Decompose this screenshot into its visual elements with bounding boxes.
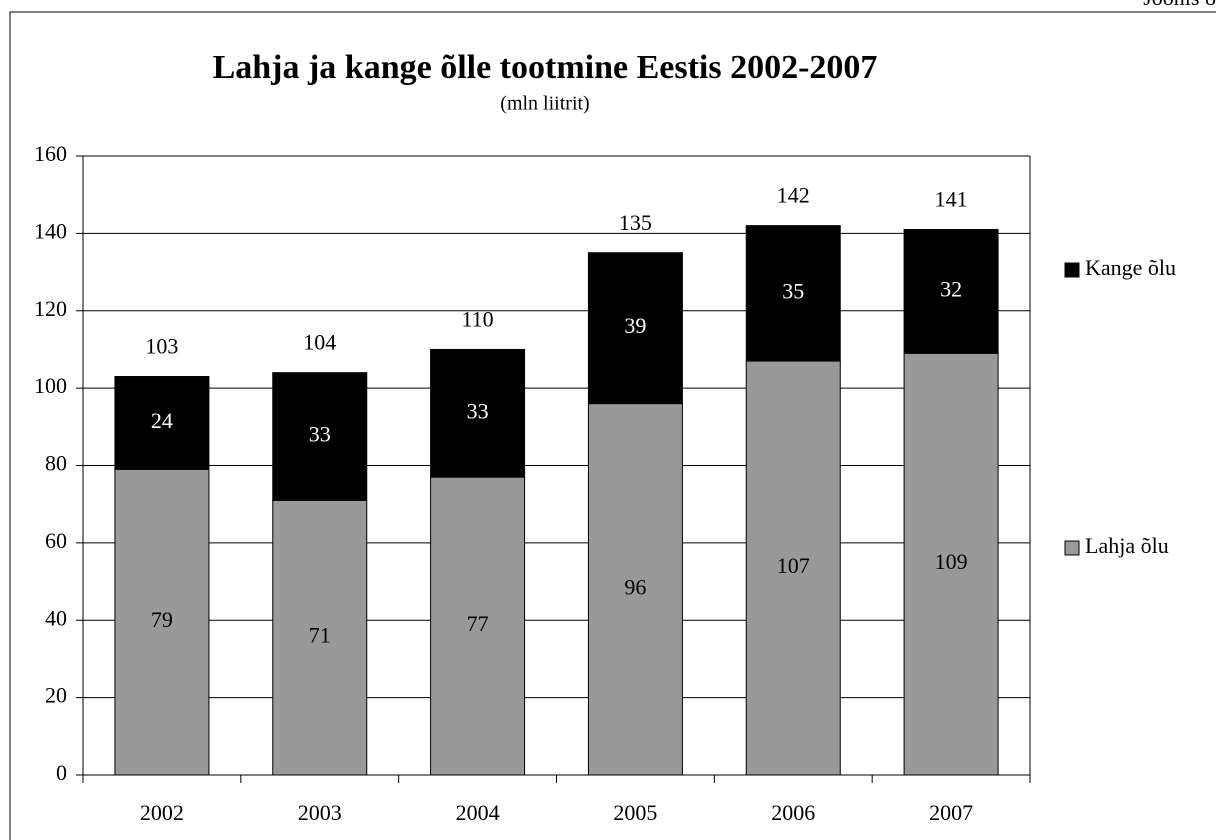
chart-title: Lahja ja kange õlle tootmine Eestis 2002…	[213, 49, 878, 86]
legend-swatch	[1064, 262, 1080, 278]
bar-segment	[745, 225, 841, 362]
bar-segment	[903, 229, 999, 354]
data-label: 96	[624, 574, 646, 599]
data-label: 77	[467, 611, 489, 636]
bar-segment	[114, 376, 210, 470]
y-tick-label: 80	[45, 451, 67, 476]
x-tick-label: 2004	[456, 800, 500, 825]
y-tick-label: 40	[45, 605, 67, 630]
bar-segment	[272, 372, 368, 501]
chart-subtitle: (mln liitrit)	[500, 93, 589, 115]
bar-segment	[114, 468, 210, 776]
bar-segment	[430, 348, 526, 478]
data-label: 39	[624, 313, 646, 338]
x-tick-label: 2003	[298, 800, 342, 825]
total-label: 142	[777, 183, 810, 208]
total-label: 103	[145, 334, 178, 359]
data-label: 109	[935, 549, 968, 574]
data-label: 107	[777, 553, 810, 578]
x-tick-label: 2007	[929, 800, 973, 825]
y-tick-label: 160	[34, 141, 67, 166]
bar-segment	[903, 352, 999, 776]
legend-label: Kange õlu	[1085, 255, 1176, 280]
data-label: 33	[467, 398, 489, 423]
bar-segment	[430, 476, 526, 776]
x-tick-label: 2002	[140, 800, 184, 825]
data-label: 79	[151, 607, 173, 632]
total-label: 141	[935, 187, 968, 212]
data-label: 33	[309, 422, 331, 447]
total-label: 135	[619, 210, 652, 235]
total-label: 104	[303, 330, 336, 355]
x-tick-label: 2005	[613, 800, 657, 825]
y-tick-label: 100	[34, 373, 67, 398]
y-tick-label: 20	[45, 683, 67, 708]
legend-label: Lahja õlu	[1085, 533, 1169, 558]
data-label: 71	[309, 623, 331, 648]
data-label: 32	[940, 276, 962, 301]
bar-segment	[587, 403, 683, 776]
legend-swatch	[1064, 540, 1080, 556]
data-label: 35	[782, 278, 804, 303]
y-tick-label: 0	[56, 760, 67, 785]
y-tick-label: 120	[34, 296, 67, 321]
data-label: 24	[151, 408, 173, 433]
total-label: 110	[461, 306, 493, 331]
bar-segment	[745, 360, 841, 776]
x-tick-label: 2006	[771, 800, 815, 825]
bar-segment	[272, 499, 368, 776]
y-tick-label: 60	[45, 528, 67, 553]
bar-segment	[587, 252, 683, 405]
corner-label: Joonis 8	[1143, 0, 1216, 10]
y-tick-label: 140	[34, 218, 67, 243]
